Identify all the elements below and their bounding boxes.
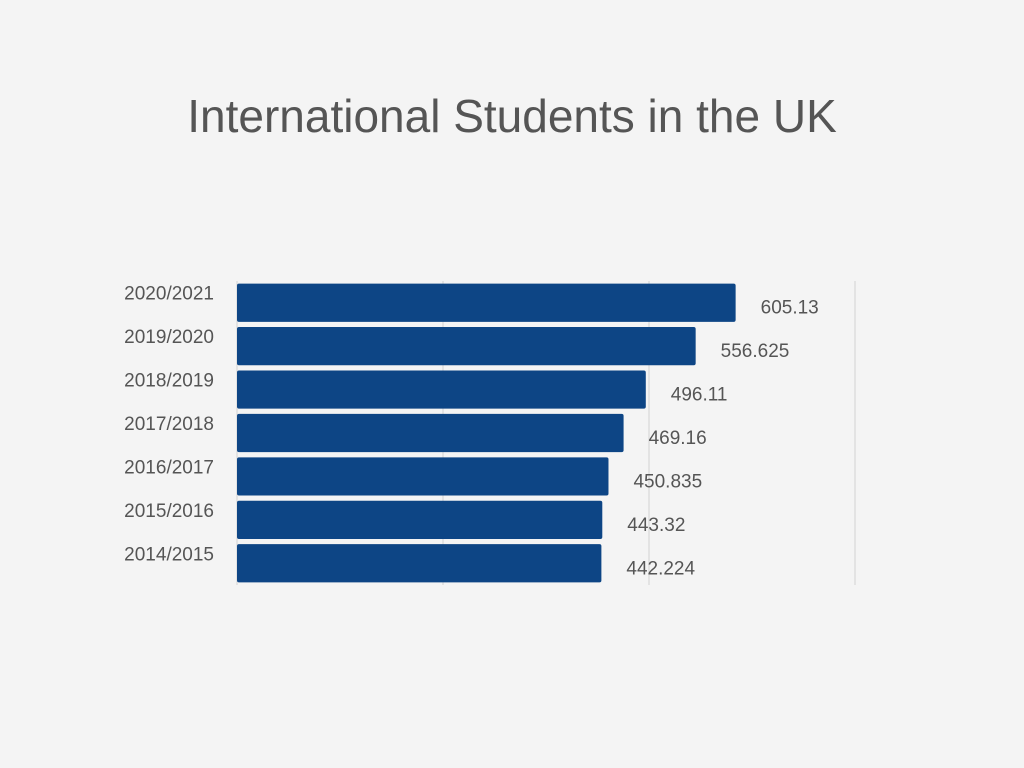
- value-label: 443.32: [627, 515, 685, 536]
- bar: [237, 327, 696, 366]
- value-label: 469.16: [649, 428, 707, 449]
- value-label: 496.11: [671, 385, 728, 406]
- bar: [237, 283, 736, 322]
- y-tick-label: 2014/2015: [124, 544, 214, 565]
- value-label: 556.625: [721, 341, 790, 362]
- y-tick-label: 2017/2018: [124, 414, 214, 435]
- y-tick-label: 2016/2017: [124, 457, 214, 478]
- y-tick-label: 2015/2016: [124, 501, 214, 522]
- y-tick-label: 2018/2019: [124, 371, 214, 392]
- bar: [237, 457, 609, 496]
- chart-title: International Students in the UK: [187, 90, 837, 142]
- bar: [237, 370, 646, 409]
- value-label: 605.13: [761, 298, 819, 319]
- bar: [237, 544, 602, 583]
- bar: [237, 500, 603, 539]
- y-tick-label: 2019/2020: [124, 327, 214, 348]
- y-tick-label: 2020/2021: [124, 284, 214, 305]
- value-label: 442.224: [626, 558, 695, 579]
- value-label: 450.835: [633, 471, 702, 492]
- bar: [237, 413, 624, 453]
